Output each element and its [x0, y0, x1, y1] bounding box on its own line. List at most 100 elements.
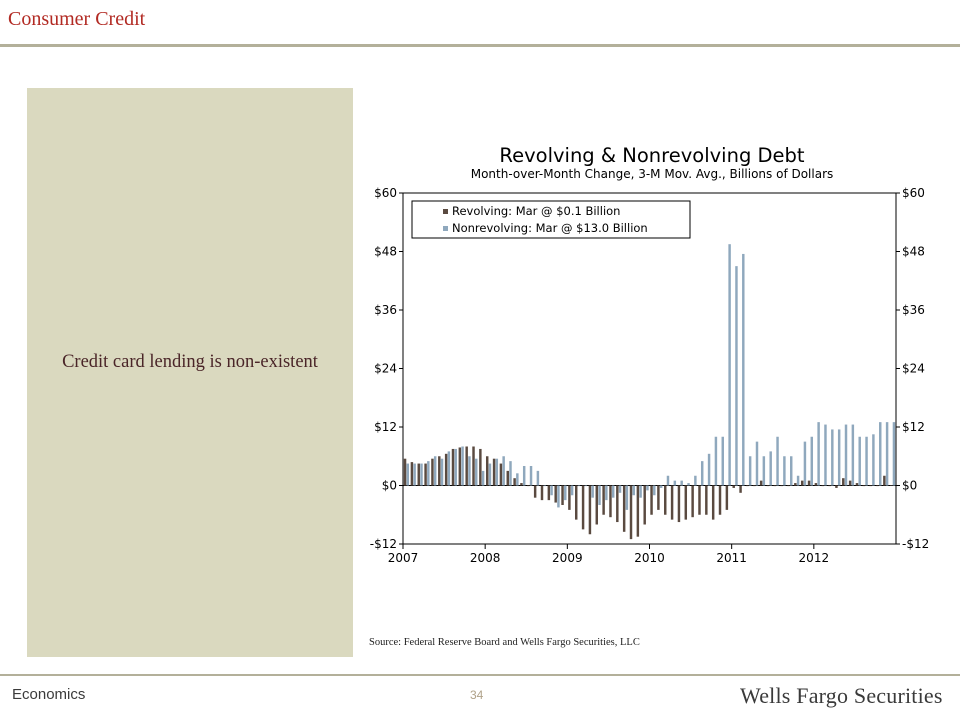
- bar-revolving: [889, 485, 893, 486]
- bar-revolving: [581, 485, 585, 530]
- bar-revolving: [746, 485, 749, 487]
- y-tick-label-right: $60: [902, 186, 925, 200]
- bar-revolving: [472, 446, 475, 486]
- bar-nonrevolving: [653, 485, 656, 496]
- bar-nonrevolving: [488, 463, 492, 486]
- bar-revolving: [800, 480, 804, 486]
- bar-revolving: [458, 447, 462, 486]
- bar-nonrevolving: [447, 451, 451, 486]
- bar-nonrevolving: [625, 485, 629, 510]
- bar-revolving: [485, 456, 489, 486]
- bar-nonrevolving: [872, 434, 875, 486]
- bar-revolving: [499, 463, 503, 486]
- x-tick-label: 2009: [552, 551, 583, 565]
- bar-nonrevolving: [570, 485, 574, 496]
- bar-revolving: [876, 485, 879, 487]
- bar-nonrevolving: [557, 485, 560, 508]
- bar-revolving: [479, 448, 482, 486]
- bar-revolving: [828, 485, 831, 487]
- x-tick-label: 2011: [716, 551, 747, 565]
- bar-nonrevolving: [598, 485, 601, 505]
- bar-nonrevolving: [687, 483, 690, 486]
- bar-nonrevolving: [776, 436, 779, 486]
- y-tick-label-left: $0: [382, 479, 397, 493]
- y-tick-label-left: $24: [374, 362, 397, 376]
- bar-nonrevolving: [790, 456, 793, 486]
- bar-revolving: [670, 485, 674, 520]
- bar-revolving: [766, 485, 770, 487]
- bar-revolving: [575, 485, 578, 520]
- bar-revolving: [664, 485, 667, 515]
- bar-nonrevolving: [837, 429, 841, 486]
- bar-nonrevolving: [714, 436, 718, 486]
- debt-chart: Revolving & Nonrevolving DebtMonth-over-…: [370, 144, 929, 565]
- bar-revolving: [677, 485, 681, 523]
- bar-nonrevolving: [728, 244, 731, 486]
- bottom-divider: [0, 674, 960, 676]
- bar-revolving: [753, 485, 756, 487]
- bar-revolving: [602, 485, 605, 515]
- y-tick-label-right: $24: [902, 362, 925, 376]
- bar-revolving: [821, 485, 824, 487]
- bar-revolving: [540, 485, 544, 501]
- bar-nonrevolving: [522, 466, 526, 486]
- bar-nonrevolving: [885, 422, 889, 486]
- bar-nonrevolving: [420, 463, 423, 486]
- bar-revolving: [773, 485, 777, 487]
- bar-revolving: [547, 485, 551, 501]
- bar-revolving: [835, 485, 838, 488]
- y-tick-label-left: $12: [374, 420, 397, 434]
- chart-source: Source: Federal Reserve Board and Wells …: [369, 637, 640, 648]
- bar-revolving: [780, 485, 783, 487]
- bar-nonrevolving: [577, 485, 581, 487]
- bar-nonrevolving: [742, 253, 745, 486]
- bar-nonrevolving: [844, 424, 848, 486]
- bar-revolving: [465, 446, 468, 486]
- bar-nonrevolving: [413, 463, 416, 486]
- bar-revolving: [711, 485, 715, 520]
- bar-revolving: [438, 456, 441, 486]
- bar-nonrevolving: [543, 485, 546, 487]
- bar-revolving: [561, 485, 564, 505]
- bar-revolving: [629, 485, 633, 540]
- legend-label: Revolving: Mar @ $0.1 Billion: [452, 204, 620, 218]
- legend-swatch: [443, 209, 448, 214]
- bar-nonrevolving: [735, 266, 738, 486]
- brand-logo: Wells Fargo Securities: [740, 683, 943, 708]
- footer-section-label: Economics: [12, 686, 86, 703]
- bar-nonrevolving: [468, 456, 471, 486]
- bar-nonrevolving: [659, 485, 663, 488]
- bar-revolving: [431, 458, 434, 486]
- bar-revolving: [513, 478, 516, 486]
- bar-nonrevolving: [564, 485, 567, 501]
- bar-nonrevolving: [748, 456, 752, 486]
- page-number: 34: [470, 688, 484, 702]
- plot-frame: [402, 192, 897, 545]
- bar-nonrevolving: [481, 470, 485, 486]
- bar-nonrevolving: [892, 422, 896, 486]
- bar-revolving: [451, 448, 455, 486]
- bar-nonrevolving: [831, 429, 834, 486]
- bar-revolving: [444, 453, 448, 486]
- bar-nonrevolving: [618, 485, 622, 493]
- bar-nonrevolving: [646, 485, 649, 491]
- bar-nonrevolving: [879, 422, 882, 486]
- bar-revolving: [506, 470, 509, 486]
- bar-nonrevolving: [803, 441, 807, 486]
- bar-revolving: [862, 485, 866, 487]
- bar-nonrevolving: [796, 475, 800, 486]
- bar-nonrevolving: [591, 485, 594, 498]
- bar-nonrevolving: [762, 456, 766, 486]
- y-tick-label-left: $60: [374, 186, 397, 200]
- bar-nonrevolving: [783, 456, 786, 486]
- commentary-panel: Credit card lending is non-existent: [27, 88, 353, 657]
- bar-nonrevolving: [865, 436, 868, 486]
- bar-revolving: [492, 458, 496, 486]
- bar-nonrevolving: [611, 485, 615, 498]
- bar-nonrevolving: [666, 475, 670, 486]
- bar-revolving: [705, 485, 708, 515]
- bar-revolving: [609, 485, 612, 518]
- top-divider: [0, 44, 960, 47]
- bar-nonrevolving: [858, 436, 861, 486]
- x-tick-label: 2008: [470, 551, 501, 565]
